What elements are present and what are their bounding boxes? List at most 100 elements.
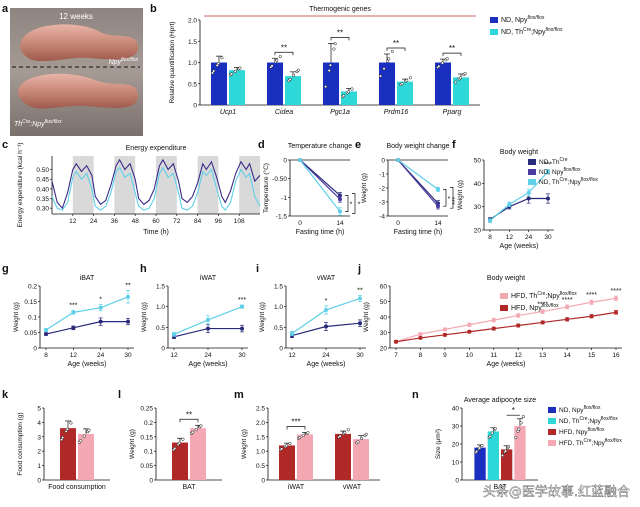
chart-b-point [333,42,337,46]
chart-g-ytick-label: 0.05 [24,330,37,337]
chart-b-category-label: Pgc1a [330,109,350,116]
chart-f-sig-label: *** [544,161,552,168]
legend-def-swatch [528,159,536,165]
chart-c-dark-period [197,156,219,214]
chart-j-ytick-label: 20 [380,346,388,353]
chart-c-xtick-label: 108 [234,218,245,225]
chart-b-ylabel: Relative quantification (Hprt) [169,21,176,103]
chart-f-ytick-label: 30 [474,204,482,211]
chart-n-sig-label: * [512,406,515,415]
chart-i-ylabel: Weight (g) [259,302,266,332]
chart-b-point [212,69,216,73]
chart-h-title: iWAT [200,275,217,282]
chart-m-point [356,440,360,444]
chart-j-ytick-label: 60 [380,284,388,291]
chart-f-title: Body weight [500,149,538,156]
chart-l-ytick-label: 0 [149,478,153,485]
panel-letter-d: d [258,139,265,151]
chart-k-ytick-label: 4 [37,420,41,427]
chart-i-ytick-label: 0.5 [274,325,283,332]
panel-letter-k: k [2,389,9,401]
chart-j-xtick-label: 9 [443,352,447,359]
chart-b-point [463,72,467,76]
chart-j-point [516,323,521,328]
chart-i-ytick-label: 0 [279,346,283,353]
chart-b-category-label: Cidea [275,109,293,116]
chart-e-ytick-label: 0 [381,158,385,165]
chart-d-ytick-label: -1 [281,195,287,202]
chart-j-point [516,313,521,318]
chart-b-sig-label: ** [281,43,287,52]
chart-d-ylabel: Temperature (°C) [262,163,270,213]
chart-e-sig-bracket [450,187,454,209]
chart-j-point [418,332,423,337]
chart-c-xtick-label: 72 [173,218,181,225]
chart-f-point [546,169,550,174]
chart-b-point [405,78,409,82]
chart-b-sig-bracket [274,51,294,56]
chart-g-ytick-label: 0.15 [24,299,37,306]
chart-k-point [82,434,86,438]
chart-l-point [181,437,185,441]
chart-h: 0 0.5 1.0 1.5 Weight (g) Age (weeks) iWAT 12 24 3… [141,275,248,368]
chart-b-point [288,77,292,81]
chart-f-ytick-label: 40 [474,181,482,188]
chart-j-point [467,329,472,334]
chart-b-point [296,68,300,72]
chart-k-ytick-label: 0 [37,478,41,485]
chart-b-sig-bracket [330,37,350,41]
chart-f-point [546,196,550,201]
chart-m-sig-label: *** [291,417,300,426]
chart-c-xlabel: Time (h) [143,229,169,236]
chart-f: 20 30 40 50 Weight (g) Age (weeks) Body weight… [457,149,554,250]
chart-n-point [475,449,479,454]
chart-i-ytick-label: 1.0 [274,304,283,311]
legend-j: HFD, ThCre;Npyflox/flox HFD, Npyflox/flox [500,291,577,312]
chart-j-point [394,339,398,344]
legend-b: ND, Npyflox/flox ND, ThCre;Npyflox/flox [490,15,563,36]
chart-j-xtick-label: 13 [539,352,547,359]
chart-n-category-label: BAT [493,484,507,491]
chart-m-ytick-label: 1.5 [256,434,265,441]
chart-b-point [346,90,350,94]
chart-m-point [288,441,292,446]
panel-letter-b: b [150,3,157,15]
chart-j-xtick-label: 11 [490,352,497,359]
chart-c-ytick-label: 0.45 [36,177,49,184]
chart-b-sig-label: ** [337,28,343,37]
chart-j-ytick-label: 30 [380,330,388,337]
chart-c-xtick-label: 60 [152,218,160,225]
chart-j-point [589,314,594,319]
chart-j-point [614,310,618,315]
chart-l: 0 0.05 0.1 0.15 0.2 0.25 Weight (g) BAT ** [129,406,222,491]
chart-j-ylabel: Weight (g) [363,302,370,332]
chart-b-point [387,57,391,61]
chart-n-point [500,453,505,458]
legend-n: ND, Npyflox/flox ND, ThCre;Npyflox/flox HF… [548,405,622,447]
chart-c-ytick-label: 0.35 [36,196,49,203]
chart-m-ytick-label: 0.5 [256,463,265,470]
chart-g-ylabel: Weight (g) [13,302,20,332]
chart-d-point [338,197,342,202]
chart-m-ylabel: Weight (g) [241,429,248,459]
chart-c-dark-period [114,156,136,214]
chart-j-point [442,327,447,332]
chart-b-point [220,56,224,60]
chart-b-point [400,82,404,86]
chart-d-ytick-label: 0 [283,158,287,165]
chart-b-point [238,66,242,70]
chart-n-point [480,443,484,447]
chart-c-xtick-label: 96 [215,218,223,225]
chart-g-point [44,332,48,337]
chart-j-xtick-label: 15 [588,352,596,359]
chart-j-sig-label: **** [611,288,622,295]
chart-m: 0 0.5 1.0 1.5 2.0 2.5 Weight (g) iWAT *** vWAT [241,406,380,491]
chart-b-ytick-label: 2.0 [188,18,197,25]
chart-b-bar [341,91,357,105]
chart-g-series-line [45,296,129,331]
chart-g-point [44,328,48,333]
chart-l-ylabel: Weight (g) [129,429,136,459]
chart-b-point [342,94,346,98]
